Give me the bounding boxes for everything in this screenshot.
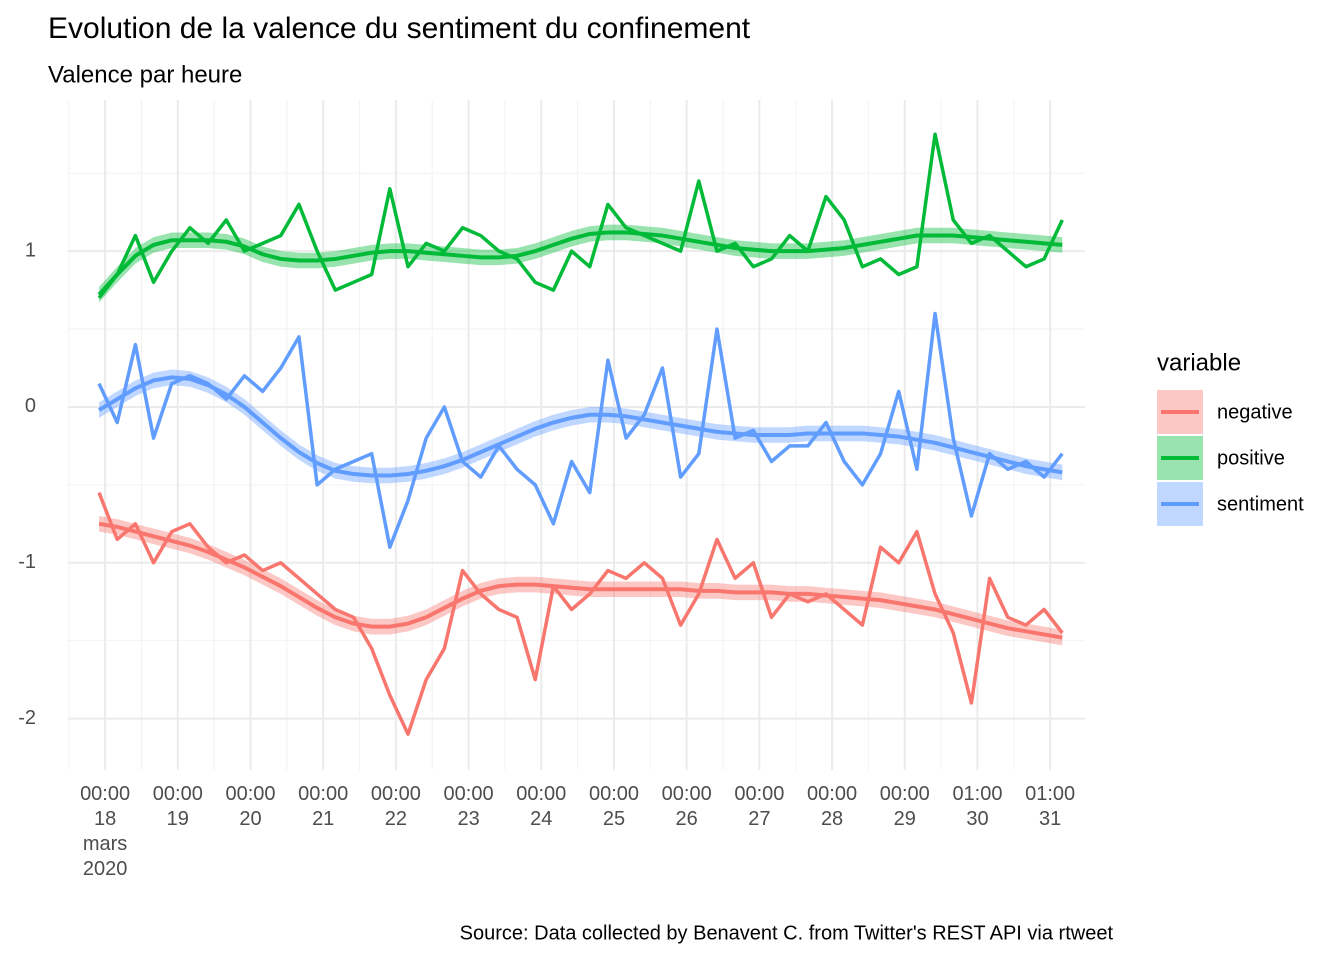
x-tick-label: 00:00 27	[734, 783, 785, 830]
legend-title: variable	[1157, 349, 1241, 376]
y-tick-label: -2	[18, 707, 36, 729]
x-tick-label: 00:00 29	[879, 783, 930, 830]
confidence-band	[99, 224, 1063, 303]
smooth-line	[98, 521, 1063, 640]
legend-label: positive	[1217, 447, 1285, 469]
x-tick-label: 00:00 26	[661, 783, 712, 830]
y-tick-label: -1	[18, 551, 36, 573]
y-tick-label: 1	[25, 239, 36, 261]
x-tick-label: 00:00 19	[152, 783, 203, 830]
x-tick-label: 00:00 28	[807, 783, 858, 830]
legend-label: sentiment	[1217, 493, 1304, 515]
x-tick-label: 01:00 30	[952, 783, 1003, 830]
x-tick-label: 00:00 22	[370, 783, 421, 830]
x-tick-label: 00:00 23	[443, 783, 494, 830]
x-tick-label: 00:00 21	[298, 783, 349, 830]
grid	[68, 100, 1085, 770]
x-tick-label: 00:00 24	[516, 783, 567, 830]
chart-subtitle: Valence par heure	[48, 61, 242, 88]
smooth-line	[98, 375, 1063, 478]
x-tick-label: 00:00 25	[588, 783, 640, 830]
x-tick-label: 01:00 31	[1025, 783, 1076, 830]
series-line	[97, 492, 1064, 736]
x-tick-label: 00:00 18 mars 2020	[80, 783, 131, 880]
chart-title: Evolution de la valence du sentiment du …	[48, 12, 751, 45]
y-tick-label: 0	[25, 395, 36, 417]
smooth-line	[97, 230, 1063, 297]
caption: Source: Data collected by Benavent C. fr…	[460, 922, 1114, 944]
series-line	[97, 132, 1064, 299]
x-tick-label: 00:00 20	[225, 783, 276, 830]
series-line	[97, 311, 1064, 549]
legend-label: negative	[1217, 401, 1293, 423]
